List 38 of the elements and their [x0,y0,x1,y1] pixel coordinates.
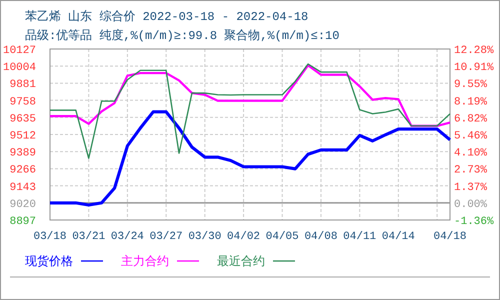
x-tick-label: 04/11 [343,231,377,243]
y2-tick-label: 10.91% [454,62,494,74]
y-tick-label: 9881 [10,79,36,92]
y2-tick-label: 4.10% [454,148,488,160]
y2-tick-label: 5.46% [454,130,488,142]
chart-title: 苯乙烯 山东 综合价 2022-03-18 - 2022-04-18 [25,9,308,24]
y-tick-label: 10004 [2,62,36,74]
y-tick-label: 9143 [10,182,36,194]
y2-tick-label: 0.00% [454,198,488,211]
x-tick-label: 03/21 [72,231,106,243]
y2-tick-label: 12.28% [454,45,494,57]
x-tick-label: 04/14 [382,231,416,243]
x-tick-label: 03/24 [110,231,144,243]
y-tick-label: 10127 [2,45,36,57]
y2-tick-label: 8.19% [454,96,488,108]
x-tick-label: 03/27 [150,231,183,243]
y-tick-label: 9266 [10,164,36,177]
y2-tick-label: 2.73% [454,164,488,177]
y-tick-label: 8897 [10,216,36,228]
y-tick-label: 9389 [10,148,36,160]
y2-tick-label: 1.37% [454,182,488,194]
x-tick-label: 04/18 [433,231,467,243]
legend-label: 现货价格 [25,254,73,268]
x-tick-label: 03/30 [188,231,222,243]
y2-tick-label: 6.82% [454,113,488,126]
y2-tick-label: 9.55% [454,79,488,92]
y-tick-label: 9512 [10,130,36,142]
chart-subtitle: 品级:优等品 纯度,%(m/m)≥:99.8 聚合物,%(m/m)≤:10 [25,28,340,43]
x-tick-label: 04/02 [227,231,260,243]
x-tick-label: 03/18 [33,231,67,243]
x-tick-label: 04/05 [266,231,299,243]
legend-label: 最近合约 [217,254,265,268]
x-tick-label: 04/08 [304,231,338,243]
y-tick-label: 9758 [10,96,36,108]
y2-tick-label: -1.36% [454,216,494,228]
y-tick-label: 9635 [10,113,36,126]
y-tick-label: 9020 [10,198,36,211]
legend-label: 主力合约 [121,254,169,268]
